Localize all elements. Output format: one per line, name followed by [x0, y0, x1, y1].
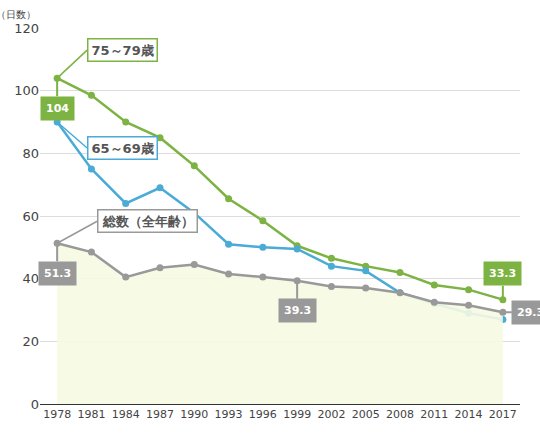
- svg-text:65～69歳: 65～69歳: [92, 141, 154, 156]
- svg-text:1978: 1978: [43, 408, 71, 421]
- svg-text:（日数）: （日数）: [0, 9, 36, 20]
- svg-text:120: 120: [14, 21, 39, 36]
- svg-text:1981: 1981: [77, 408, 105, 421]
- svg-text:40: 40: [22, 271, 39, 286]
- svg-text:2014: 2014: [455, 408, 483, 421]
- svg-text:2017: 2017: [489, 408, 517, 421]
- svg-text:2005: 2005: [352, 408, 380, 421]
- svg-text:51.3: 51.3: [44, 267, 71, 280]
- svg-text:1999: 1999: [283, 408, 311, 421]
- svg-text:2002: 2002: [317, 408, 345, 421]
- svg-text:1993: 1993: [215, 408, 243, 421]
- svg-text:1987: 1987: [146, 408, 174, 421]
- svg-text:39.3: 39.3: [284, 304, 311, 317]
- svg-text:60: 60: [22, 209, 39, 224]
- svg-text:2008: 2008: [386, 408, 414, 421]
- svg-text:20: 20: [22, 334, 39, 349]
- svg-text:1996: 1996: [249, 408, 277, 421]
- svg-text:総数（全年齢）: 総数（全年齢）: [102, 214, 194, 229]
- svg-text:33.3: 33.3: [489, 267, 516, 280]
- svg-text:80: 80: [22, 146, 39, 161]
- svg-text:0: 0: [31, 397, 39, 412]
- svg-text:104: 104: [46, 102, 69, 115]
- svg-text:75～79歳: 75～79歳: [92, 43, 154, 58]
- svg-text:29.3: 29.3: [517, 306, 540, 319]
- svg-text:1984: 1984: [112, 408, 140, 421]
- svg-text:1990: 1990: [180, 408, 208, 421]
- svg-text:2011: 2011: [420, 408, 448, 421]
- svg-text:100: 100: [14, 83, 39, 98]
